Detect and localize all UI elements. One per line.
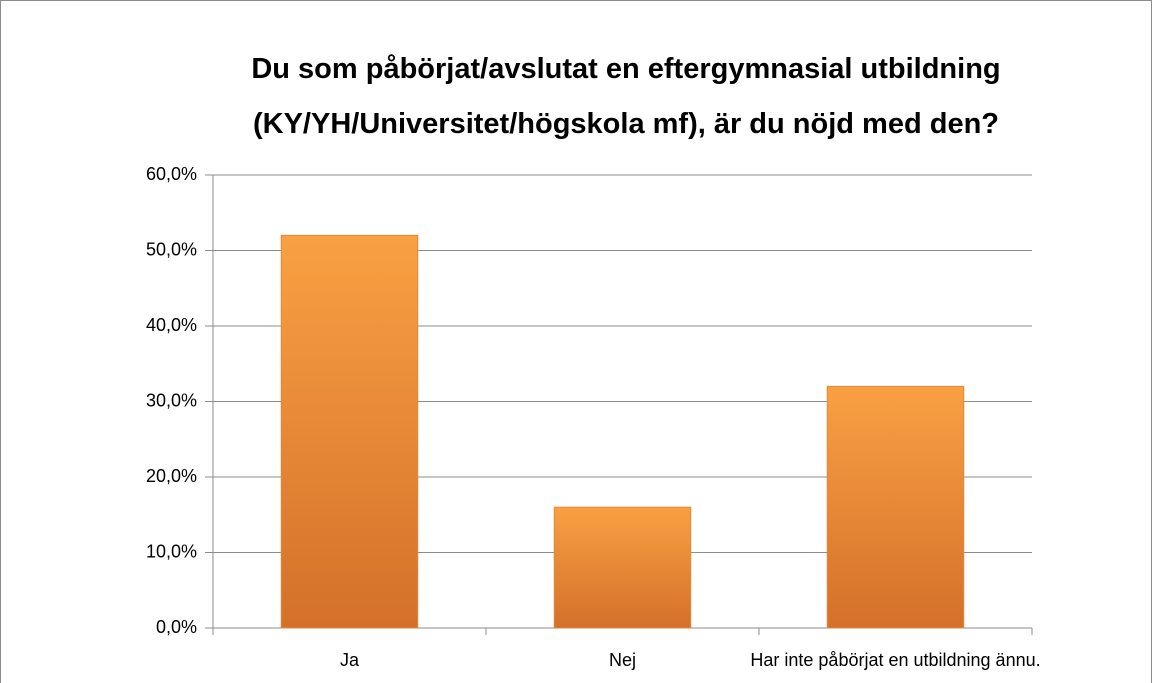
chart-title: Du som påbörjat/avslutat en eftergymnasi… — [251, 53, 1001, 140]
y-tick-label: 10,0% — [146, 541, 197, 561]
y-tick-label: 30,0% — [146, 390, 197, 410]
bar — [826, 385, 965, 629]
x-tick-label: Har inte påbörjat en utbildning ännu. — [750, 650, 1040, 670]
y-tick-label: 20,0% — [146, 466, 197, 486]
y-tick-label: 60,0% — [146, 164, 197, 184]
y-tick-label: 50,0% — [146, 239, 197, 259]
bar — [280, 234, 419, 629]
x-tick-label: Nej — [609, 650, 636, 670]
bar — [553, 506, 692, 629]
y-tick-label: 40,0% — [146, 315, 197, 335]
x-tick-label: Ja — [340, 650, 360, 670]
y-tick-label: 0,0% — [156, 617, 197, 637]
